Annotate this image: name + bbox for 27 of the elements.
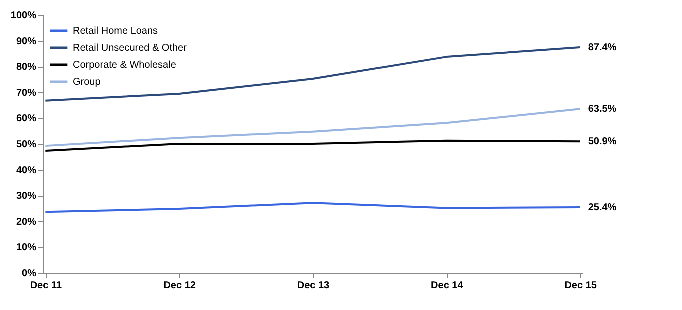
data-label: 50.9% bbox=[588, 136, 617, 148]
x-tick-label: Dec 15 bbox=[564, 280, 598, 292]
line-series bbox=[44, 108, 582, 148]
y-tick-label: 70% bbox=[16, 88, 37, 99]
legend-label: Group bbox=[73, 77, 102, 88]
y-tick-label: 90% bbox=[16, 36, 37, 48]
y-tick-label: 10% bbox=[16, 242, 37, 254]
x-tick-label: Dec 12 bbox=[164, 280, 196, 292]
x-tick-label: Dec 11 bbox=[30, 280, 62, 292]
y-tick-label: 60% bbox=[16, 114, 37, 125]
y-tick-label: 20% bbox=[16, 216, 37, 228]
line-series bbox=[44, 202, 582, 214]
y-tick-label: 30% bbox=[16, 191, 37, 202]
legend-label: Corporate & Wholesale bbox=[73, 60, 177, 71]
y-tick-label: 100% bbox=[10, 10, 37, 22]
y-tick-label: 0% bbox=[22, 268, 37, 280]
line-series bbox=[44, 140, 582, 152]
data-label: 63.5% bbox=[588, 104, 617, 116]
data-label: 87.4% bbox=[588, 42, 617, 54]
x-tick-label: Dec 14 bbox=[431, 280, 464, 292]
y-tick-label: 40% bbox=[16, 165, 37, 176]
data-label: 25.4% bbox=[588, 202, 617, 214]
legend-label: Retail Unsecured & Other bbox=[73, 43, 188, 54]
x-tick-label: Dec 13 bbox=[297, 280, 330, 292]
y-tick-label: 50% bbox=[16, 140, 37, 150]
y-tick-label: 80% bbox=[16, 62, 37, 74]
legend-label: Retail Home Loans bbox=[73, 26, 158, 37]
